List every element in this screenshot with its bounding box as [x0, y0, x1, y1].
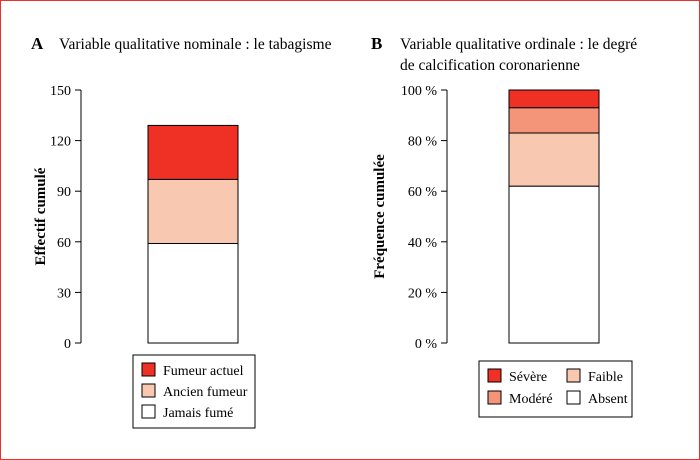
- legend-swatch: [487, 368, 502, 383]
- bar-segment-ancien-fumeur: [147, 178, 239, 244]
- y-tick-label: 120: [50, 135, 71, 150]
- y-tick-label: 0 %: [415, 337, 438, 352]
- legend-swatch: [141, 404, 156, 419]
- y-axis-label: Effectif cumulé: [33, 167, 49, 265]
- legend-label: Sévère: [509, 370, 547, 385]
- y-tick-label: 20 %: [408, 286, 438, 301]
- panel-letter: A: [31, 34, 44, 53]
- y-tick-label: 40 %: [408, 236, 438, 251]
- panel-b: B Variable qualitative ordinale : le degr…: [371, 34, 637, 418]
- y-tick-label: 60: [57, 236, 71, 251]
- y-tick-label: 0: [64, 337, 71, 352]
- legend-swatch: [566, 368, 581, 383]
- y-tick-label: 30: [57, 286, 71, 301]
- chart-title: Variable qualitative nominale : le tabag…: [59, 36, 332, 53]
- legend-label: Absent: [588, 392, 628, 407]
- legend-label: Faible: [588, 370, 623, 385]
- chart-title: Variable qualitative ordinale : le degré…: [400, 36, 637, 74]
- y-tick-label: 60 %: [408, 185, 438, 200]
- legend-label: Fumeur actuel: [163, 364, 244, 379]
- legend-box: [478, 360, 633, 418]
- legend-swatch: [141, 362, 156, 377]
- y-tick-label: 150: [50, 84, 71, 99]
- legend-label: Ancien fumeur: [163, 385, 248, 400]
- legend-swatch: [566, 390, 581, 405]
- panel-a: A Variable qualitative nominale : le taba…: [31, 34, 332, 429]
- bar-segment-absent: [508, 185, 600, 344]
- y-tick-label: 100 %: [401, 84, 438, 99]
- y-tick-label: 90: [57, 185, 71, 200]
- bar-segment-fumeur-actuel: [147, 124, 239, 180]
- legend-swatch: [487, 390, 502, 405]
- panel-letter: B: [371, 34, 382, 53]
- bar-segment-faible: [508, 132, 600, 187]
- bar-segment-modéré: [508, 107, 600, 134]
- legend-label: Modéré: [509, 392, 553, 407]
- bar-segment-jamais-fumé: [147, 242, 239, 344]
- bar-segment-sévère: [508, 89, 600, 109]
- y-tick-label: 80 %: [408, 135, 438, 150]
- y-axis-label: Fréquence cumulée: [372, 154, 388, 279]
- legend-swatch: [141, 383, 156, 398]
- legend-label: Jamais fumé: [163, 406, 233, 421]
